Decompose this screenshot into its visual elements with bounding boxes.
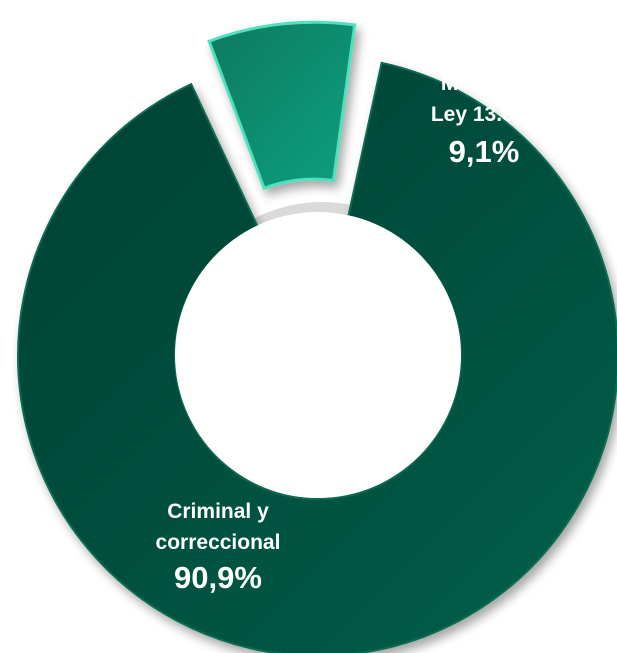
slice-menores xyxy=(207,20,357,191)
slice-value-small: 9,1% xyxy=(449,134,520,169)
slice-label-group-main: Criminal y correccional 90,9% xyxy=(156,500,281,595)
slice-label-main-line1: Criminal y xyxy=(167,500,269,523)
slice-label-group-small: Menores Ley 13.634 9,1% xyxy=(431,72,538,169)
slice-label-small-line2: Ley 13.634 xyxy=(431,103,538,126)
slices-group xyxy=(17,20,617,653)
slice-label-small-line1: Menores xyxy=(441,72,527,95)
slice-criminal-correccional xyxy=(17,61,617,653)
slice-label-main-line2: correccional xyxy=(156,531,281,554)
slice-value-main: 90,9% xyxy=(174,560,262,595)
inner-hole xyxy=(175,212,461,498)
